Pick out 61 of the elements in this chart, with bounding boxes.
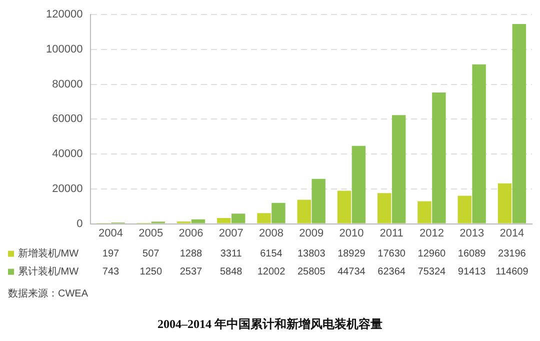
x-tick-label: 2006 [178, 227, 204, 240]
x-tick-label: 2012 [419, 227, 444, 240]
data-label: 197 [102, 248, 120, 260]
bar [191, 219, 206, 224]
y-tick-label: 0 [76, 218, 83, 230]
x-tick-label: 2011 [380, 227, 404, 240]
data-label: 18929 [338, 248, 366, 260]
data-label: 1288 [180, 248, 203, 260]
data-label: 507 [142, 248, 160, 260]
data-label: 2537 [180, 266, 203, 278]
x-tick-label: 2004 [98, 227, 124, 240]
legend-label: 新增装机/MW [18, 248, 80, 260]
x-tick-label: 2014 [500, 227, 524, 240]
bar [472, 64, 486, 224]
y-tick-label: 120000 [46, 8, 83, 21]
bar [231, 214, 246, 224]
data-label: 5848 [220, 266, 243, 278]
y-tick-label: 60000 [52, 113, 83, 126]
bar [512, 24, 526, 224]
y-tick-label: 100000 [46, 44, 83, 56]
data-label: 23196 [498, 248, 526, 260]
bar [312, 178, 326, 224]
data-label: 12960 [418, 248, 446, 260]
data-label: 62364 [378, 266, 406, 278]
y-tick-label: 20000 [52, 182, 83, 195]
text: 2004–2014 年中国累计和新增风电装机容量 [158, 317, 382, 332]
data-label: 1250 [140, 266, 162, 278]
data-label: 3311 [220, 248, 242, 260]
bar [352, 146, 366, 224]
bar [498, 183, 512, 224]
data-label: 91413 [458, 266, 486, 278]
x-tick-label: 2007 [218, 227, 244, 240]
data-label: 75324 [418, 266, 446, 278]
y-tick-label: 40000 [52, 148, 83, 160]
data-label: 13803 [297, 248, 326, 260]
data-label: 12002 [257, 266, 286, 278]
x-tick-label: 2005 [138, 227, 164, 240]
bar [378, 193, 392, 224]
bar [297, 200, 311, 224]
x-tick-label: 2009 [299, 227, 324, 240]
bar [257, 213, 271, 224]
y-tick-label: 80000 [52, 78, 83, 90]
x-tick-label: 2008 [258, 227, 284, 240]
bar [272, 202, 286, 224]
bar [217, 218, 231, 224]
legend-label: 累计装机/MW [18, 266, 80, 278]
x-tick-label: 2010 [339, 227, 364, 240]
bar [392, 115, 406, 224]
x-tick-label: 2013 [460, 227, 484, 240]
data-label: 44734 [338, 266, 366, 278]
data-label: 25805 [297, 266, 326, 278]
source-note: 数据来源：CWEA [8, 288, 88, 300]
bar [337, 190, 352, 224]
data-label: 16089 [458, 248, 486, 260]
data-label: 6154 [260, 248, 283, 260]
data-label: 17630 [378, 248, 406, 260]
bar [458, 196, 472, 224]
bar [418, 201, 432, 224]
bar [432, 92, 446, 224]
data-label: 743 [102, 266, 120, 278]
data-label: 114609 [496, 266, 529, 278]
